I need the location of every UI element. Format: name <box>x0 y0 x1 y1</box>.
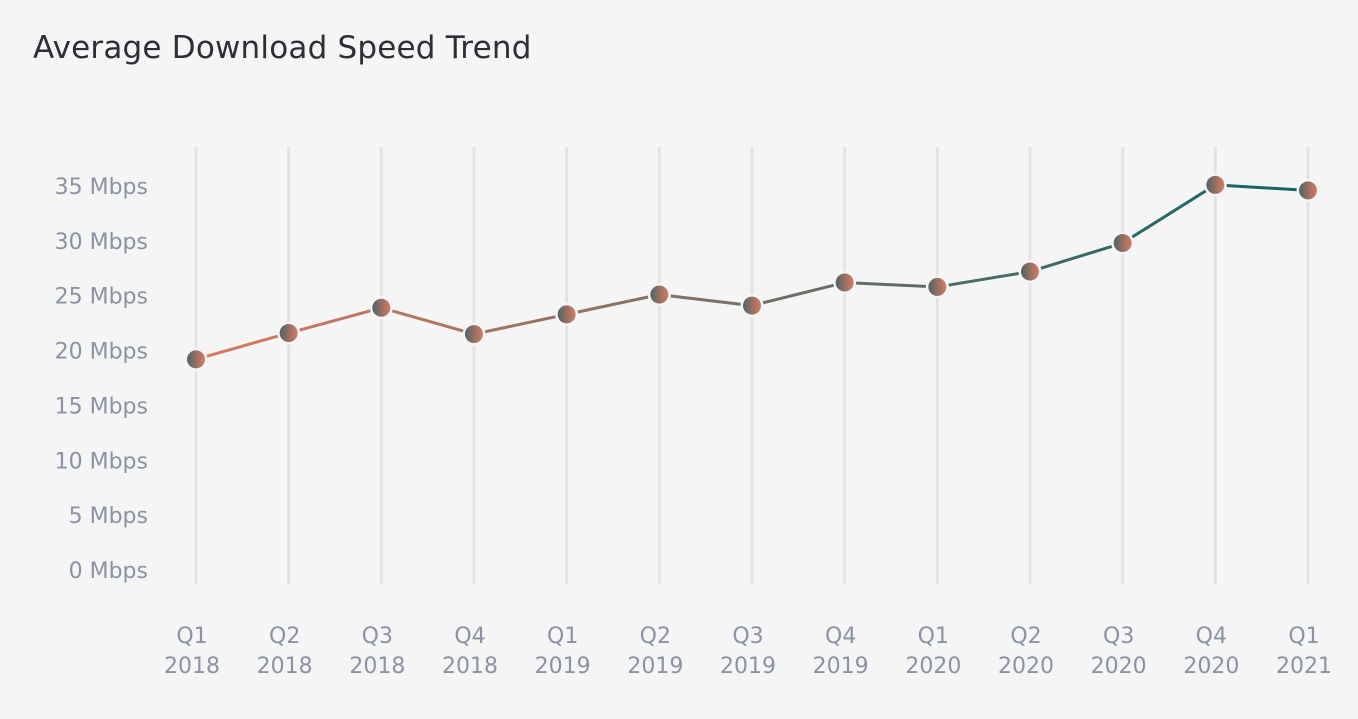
data-point[interactable] <box>279 324 298 343</box>
grid-lines <box>194 147 1310 584</box>
y-tick-label: 30 Mbps <box>55 230 148 255</box>
x-tick-label: Q4 2020 <box>1183 624 1239 679</box>
data-point[interactable] <box>928 277 947 296</box>
y-tick-label: 35 Mbps <box>55 175 148 200</box>
y-tick-label: 5 Mbps <box>69 504 148 529</box>
x-tick-label: Q4 2018 <box>442 624 498 679</box>
data-point[interactable] <box>557 305 576 324</box>
y-tick-label: 15 Mbps <box>55 394 148 419</box>
x-tick-label: Q2 2018 <box>257 624 313 679</box>
series-points <box>184 173 1320 371</box>
data-point[interactable] <box>1021 262 1039 281</box>
data-point[interactable] <box>1299 181 1317 200</box>
chart-title: Average Download Speed Trend <box>33 30 532 66</box>
x-tick-label: Q3 2020 <box>1091 624 1147 679</box>
y-tick-label: 0 Mbps <box>69 559 148 584</box>
x-tick-label: Q3 2019 <box>720 624 776 679</box>
x-tick-label: Q1 2021 <box>1276 624 1332 679</box>
data-point[interactable] <box>1206 175 1225 194</box>
data-point[interactable] <box>372 298 391 317</box>
x-tick-label: Q4 2019 <box>813 624 869 679</box>
x-axis: Q1 2018 Q2 2018 Q3 2018 Q4 2018 Q1 2019 Q2 2019 Q3 20… <box>164 624 1332 679</box>
x-tick-label: Q1 2020 <box>905 624 961 679</box>
data-point[interactable] <box>187 350 205 369</box>
y-axis: 0 Mbps 5 Mbps 10 Mbps 15 Mbps 20 Mbps 25 Mbps… <box>55 175 148 584</box>
x-tick-label: Q1 2019 <box>535 624 591 679</box>
x-tick-label: Q1 2018 <box>164 624 220 679</box>
y-tick-label: 25 Mbps <box>55 285 148 310</box>
y-tick-label: 20 Mbps <box>55 340 148 365</box>
x-tick-label: Q3 2018 <box>349 624 405 679</box>
data-point[interactable] <box>743 296 761 315</box>
x-tick-label: Q2 2019 <box>627 624 683 679</box>
x-tick-label: Q2 2020 <box>998 624 1054 679</box>
y-tick-label: 10 Mbps <box>55 449 148 474</box>
data-point[interactable] <box>835 273 854 292</box>
data-point[interactable] <box>650 285 669 304</box>
data-point[interactable] <box>465 325 483 344</box>
data-point[interactable] <box>1113 234 1132 253</box>
